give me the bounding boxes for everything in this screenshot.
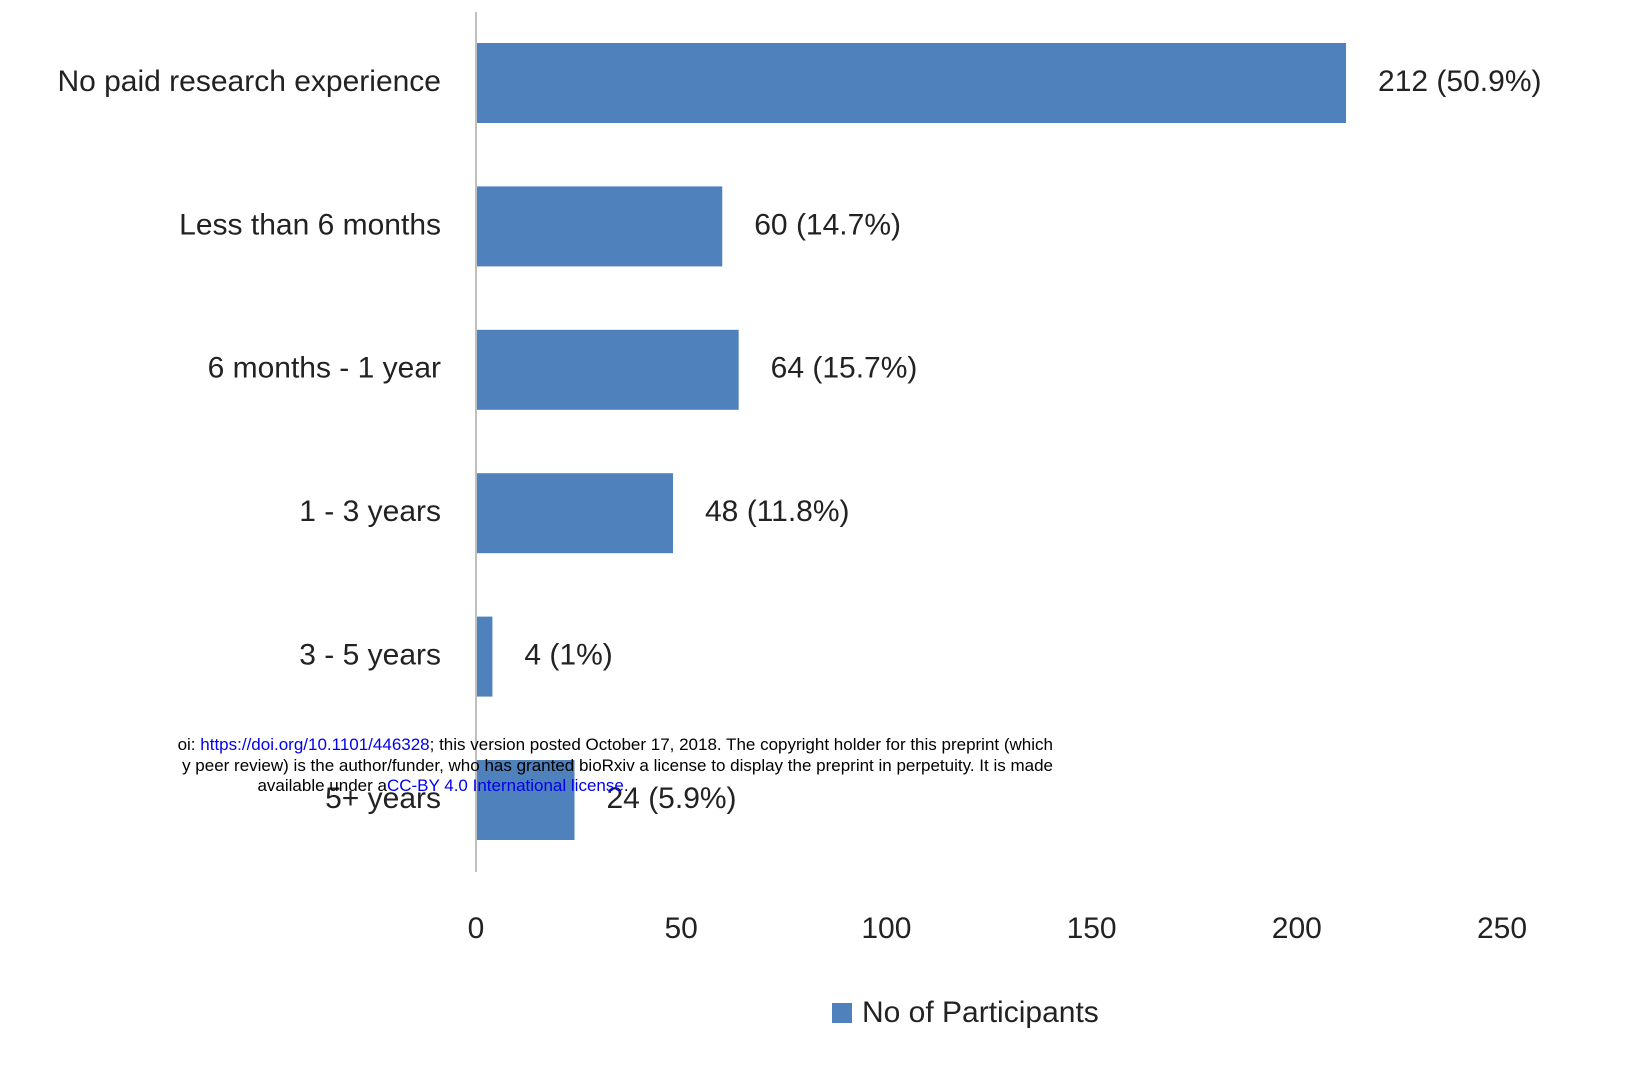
value-label: 212 (50.9%) bbox=[1378, 65, 1541, 98]
category-label: 5+ years bbox=[325, 782, 441, 815]
watermark-link[interactable]: CC-BY 4.0 International license bbox=[387, 776, 624, 795]
category-label: No paid research experience bbox=[57, 65, 441, 98]
watermark-link[interactable]: https://doi.org/10.1101/446328 bbox=[200, 735, 429, 754]
value-label: 4 (1%) bbox=[524, 639, 612, 672]
bar bbox=[476, 616, 493, 697]
x-tick-label: 150 bbox=[1067, 912, 1117, 945]
watermark-text: . bbox=[624, 776, 629, 795]
bar bbox=[476, 186, 723, 267]
x-tick-label: 100 bbox=[861, 912, 911, 945]
watermark-line: available under aCC-BY 4.0 International… bbox=[257, 776, 628, 795]
watermark-text: ; this version posted October 17, 2018. … bbox=[430, 735, 1053, 754]
watermark-text: y peer review) is the author/funder, who… bbox=[182, 756, 1053, 775]
bar bbox=[476, 473, 673, 554]
legend-swatch bbox=[832, 1003, 852, 1023]
value-label: 60 (14.7%) bbox=[754, 208, 901, 241]
watermark-line: y peer review) is the author/funder, who… bbox=[182, 756, 1053, 775]
bar bbox=[476, 760, 575, 840]
x-tick-label: 200 bbox=[1272, 912, 1322, 945]
category-label: 3 - 5 years bbox=[299, 639, 441, 672]
category-label: Less than 6 months bbox=[179, 208, 441, 241]
value-label: 64 (15.7%) bbox=[771, 352, 918, 385]
bar bbox=[476, 43, 1347, 123]
category-label: 1 - 3 years bbox=[299, 495, 441, 528]
legend-label: No of Participants bbox=[862, 996, 1099, 1029]
watermark-text: available under a bbox=[257, 776, 387, 795]
value-label: 24 (5.9%) bbox=[606, 782, 736, 815]
watermark-text: oi: bbox=[178, 735, 201, 754]
x-tick-label: 250 bbox=[1477, 912, 1527, 945]
x-tick-label: 0 bbox=[468, 912, 485, 945]
watermark-line: oi: https://doi.org/10.1101/446328; this… bbox=[178, 735, 1053, 754]
category-label: 6 months - 1 year bbox=[208, 352, 441, 385]
bar bbox=[476, 329, 739, 410]
value-label: 48 (11.8%) bbox=[705, 495, 850, 528]
x-tick-label: 50 bbox=[665, 912, 698, 945]
